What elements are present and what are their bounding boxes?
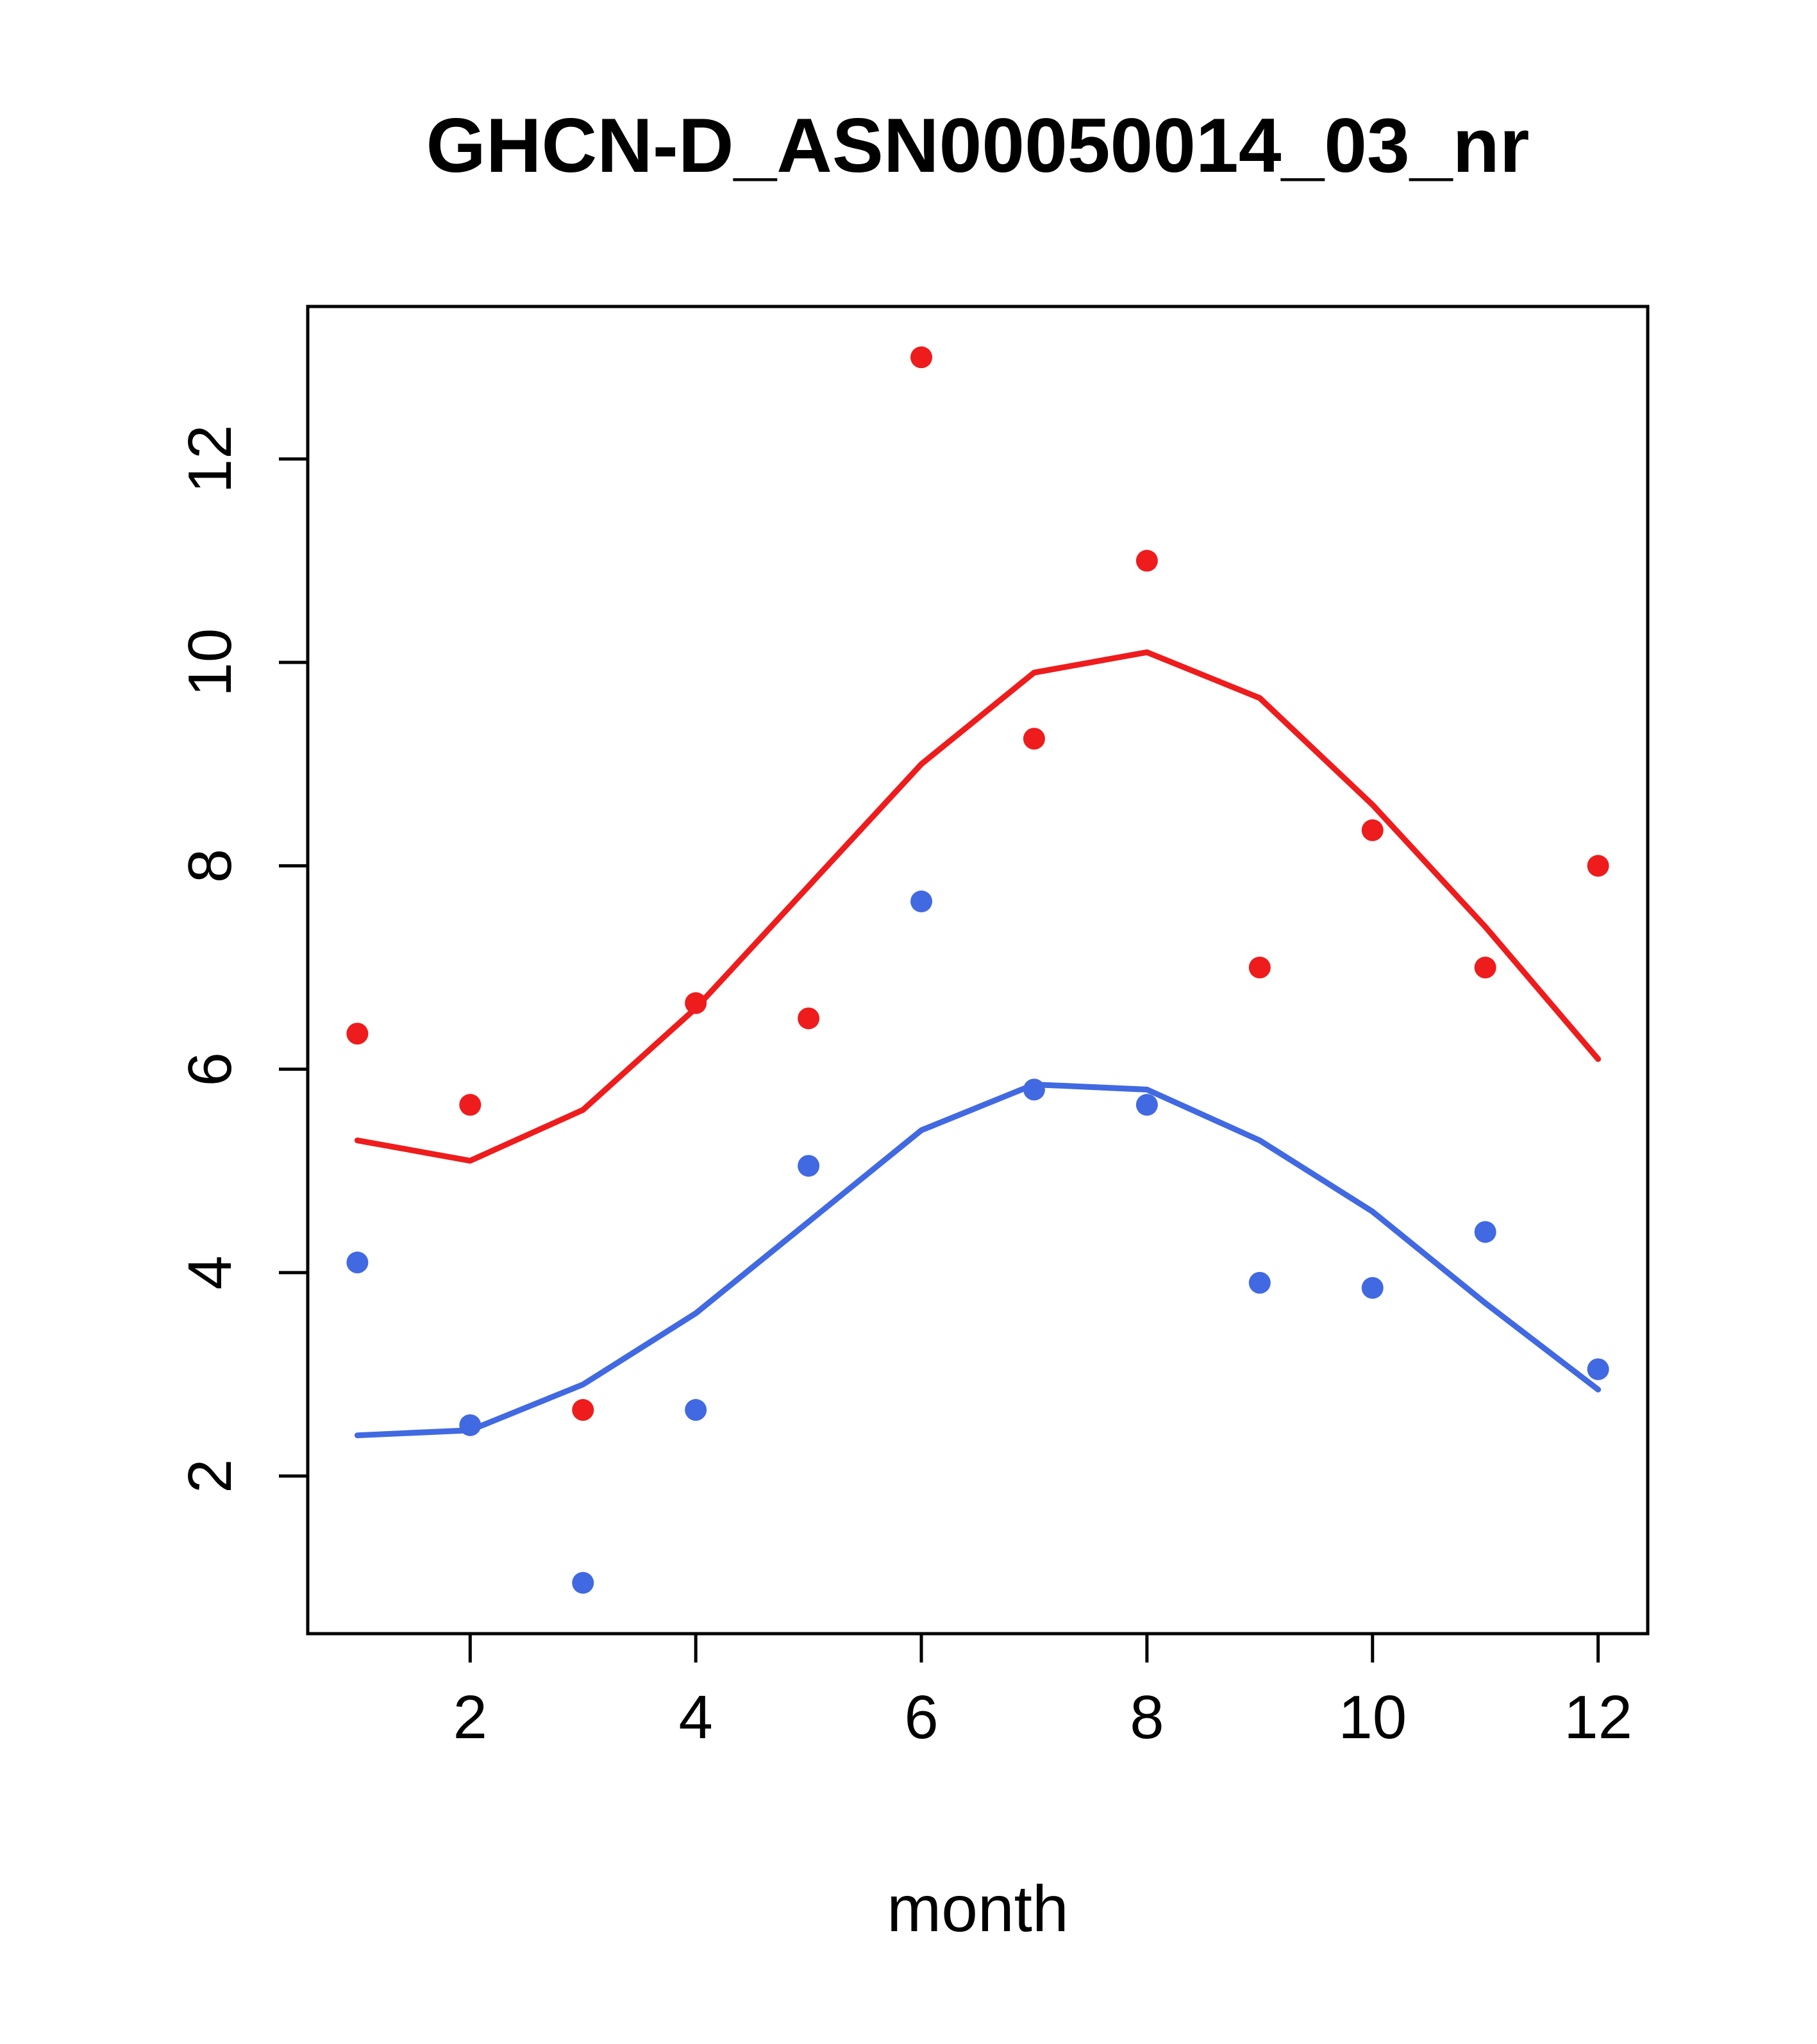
y-tick-label: 12 [176,425,244,494]
upper-red-series-point [1587,855,1609,877]
y-tick-label: 4 [176,1255,244,1289]
x-tick-label: 2 [453,1683,487,1752]
x-tick-label: 6 [904,1683,938,1752]
lower-blue-series-point [685,1399,707,1421]
upper-red-series-point [798,1007,820,1030]
upper-red-series-point [572,1399,594,1421]
lower-blue-series-point [572,1571,594,1594]
upper-red-series-point [685,992,707,1014]
upper-red-series-point [1135,549,1158,572]
upper-red-series-point [1248,957,1271,979]
y-tick-label: 2 [176,1459,244,1493]
lower-blue-series-point [1361,1277,1384,1299]
lower-blue-series-point [346,1252,369,1274]
x-tick-label: 8 [1130,1683,1164,1752]
lower-blue-series-point [1135,1094,1158,1116]
lower-blue-series-point [1587,1358,1609,1380]
plot-content: 2 4 6 8 10 12 2 4 6 8 10 12 [176,346,1632,1752]
upper-red-series-point [1361,819,1384,841]
upper-red-series-point [910,346,933,369]
lower-blue-series-trend-line [354,1081,1602,1439]
x-tick-label: 4 [678,1683,712,1752]
chart-title: GHCN-D_ASN00050014_03_nr [426,103,1530,188]
upper-red-series-point [1474,957,1496,979]
upper-red-series-point [459,1094,481,1116]
lower-blue-series-point [1474,1221,1496,1243]
y-tick-label: 8 [176,849,244,883]
upper-red-series-point [1023,728,1045,750]
upper-red-series-point [346,1023,369,1045]
y-tick-label: 10 [176,628,244,697]
lower-blue-series-point [910,890,933,912]
x-tick-label: 12 [1564,1683,1632,1752]
x-axis-label: month [887,1872,1069,1945]
upper-red-series-trend-line [354,649,1602,1164]
lower-blue-series-point [798,1155,820,1177]
plot-border [306,305,1650,1636]
lower-blue-series-point [1248,1271,1271,1294]
x-tick-label: 10 [1338,1683,1407,1752]
y-tick-label: 6 [176,1052,244,1086]
